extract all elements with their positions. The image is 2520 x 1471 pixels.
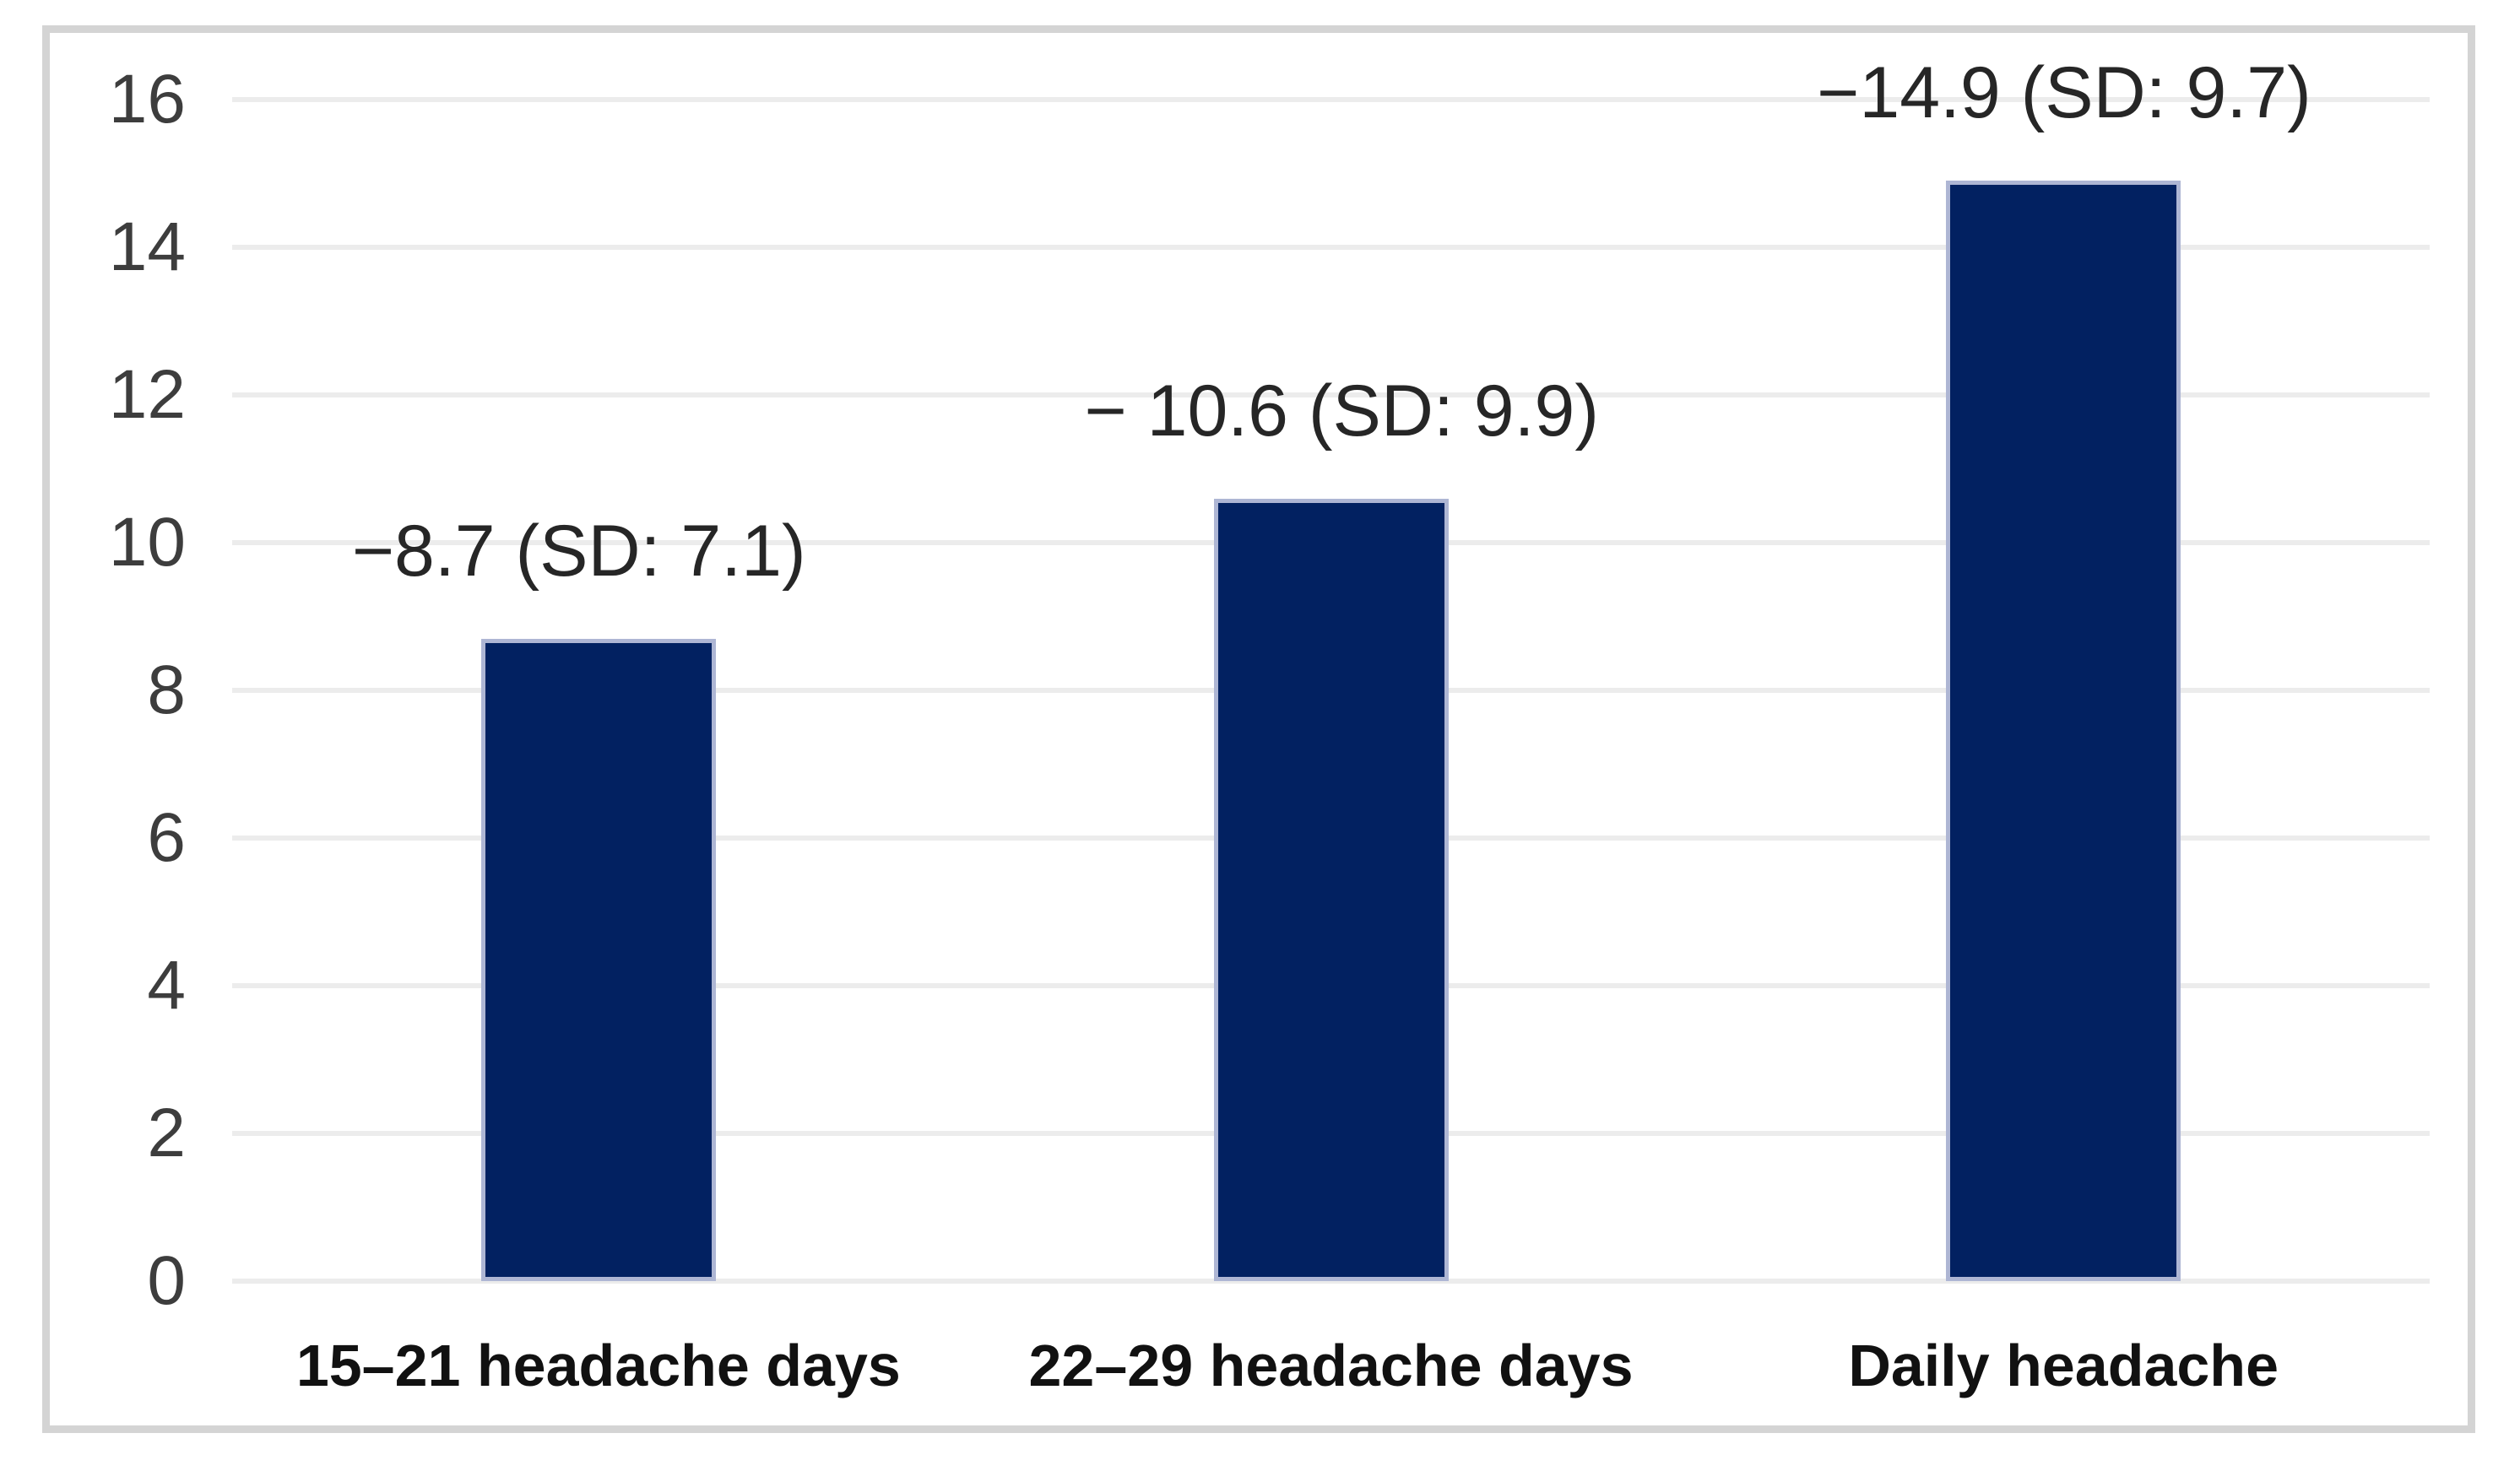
gridline <box>232 97 2430 102</box>
bar <box>1213 498 1449 1281</box>
y-tick-label: 14 <box>108 208 186 285</box>
gridline <box>232 245 2430 250</box>
y-tick-label: 2 <box>147 1095 186 1171</box>
bar-data-label: −8.7 (SD: 7.1) <box>351 510 806 592</box>
y-tick-label: 4 <box>147 947 186 1024</box>
x-category-label: Daily headache <box>1848 1333 2279 1398</box>
bar <box>1946 181 2181 1281</box>
y-tick-label: 12 <box>108 356 186 433</box>
y-tick-label: 6 <box>147 799 186 876</box>
y-tick-label: 8 <box>147 652 186 728</box>
bar-data-label: − 10.6 (SD: 9.9) <box>1084 370 1599 452</box>
y-tick-label: 16 <box>108 61 186 138</box>
y-tick-label: 10 <box>108 504 186 581</box>
y-tick-label: 0 <box>147 1242 186 1319</box>
bar <box>480 638 716 1281</box>
bar-data-label: −14.9 (SD: 9.7) <box>1817 52 2311 134</box>
gridline <box>232 1279 2430 1284</box>
gridline <box>232 392 2430 397</box>
x-category-label: 22–29 headache days <box>1028 1333 1634 1398</box>
x-category-label: 15–21 headache days <box>295 1333 901 1398</box>
